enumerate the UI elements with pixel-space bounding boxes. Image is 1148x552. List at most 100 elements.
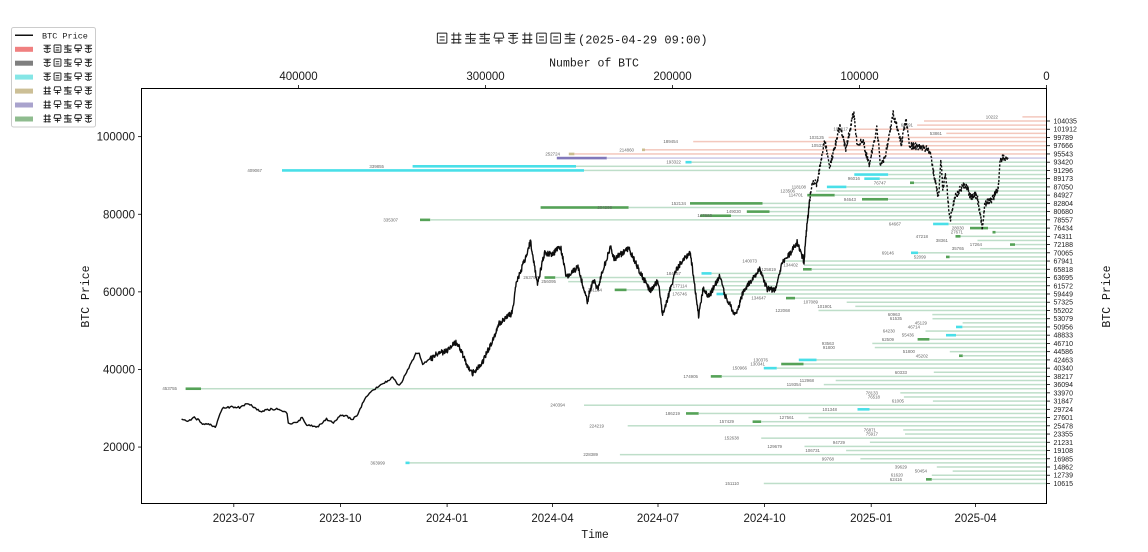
svg-text:101901: 101901 bbox=[817, 304, 832, 309]
svg-text:14862: 14862 bbox=[1054, 464, 1074, 471]
svg-text:29724: 29724 bbox=[1054, 407, 1074, 414]
svg-text:76747: 76747 bbox=[874, 180, 887, 185]
svg-text:263797: 263797 bbox=[523, 275, 538, 280]
svg-text:12739: 12739 bbox=[1054, 473, 1074, 480]
svg-text:2024-07: 2024-07 bbox=[637, 513, 679, 525]
svg-text:59449: 59449 bbox=[1054, 291, 1074, 298]
svg-text:64667: 64667 bbox=[889, 221, 902, 226]
svg-text:186219: 186219 bbox=[665, 411, 680, 416]
svg-text:61572: 61572 bbox=[1054, 283, 1074, 290]
svg-text:50454: 50454 bbox=[915, 469, 928, 474]
svg-text:76518: 76518 bbox=[868, 394, 881, 399]
svg-text:16985: 16985 bbox=[1054, 456, 1074, 463]
svg-text:38361: 38361 bbox=[936, 238, 949, 243]
svg-text:40340: 40340 bbox=[1054, 366, 1074, 373]
svg-text:55202: 55202 bbox=[1054, 308, 1074, 315]
svg-text:61005: 61005 bbox=[892, 399, 905, 404]
svg-text:200000: 200000 bbox=[653, 71, 691, 83]
svg-text:99768: 99768 bbox=[822, 456, 835, 461]
svg-text:10615: 10615 bbox=[1054, 481, 1074, 488]
svg-text:2023-10: 2023-10 bbox=[319, 513, 361, 525]
svg-text:21231: 21231 bbox=[1054, 440, 1074, 447]
svg-text:2025-04: 2025-04 bbox=[954, 513, 997, 525]
svg-text:151110: 151110 bbox=[725, 481, 740, 486]
svg-text:28030: 28030 bbox=[952, 226, 965, 231]
svg-text:57325: 57325 bbox=[1054, 300, 1074, 307]
svg-text:103125: 103125 bbox=[809, 135, 824, 140]
svg-text:50956: 50956 bbox=[1054, 324, 1074, 331]
svg-text:2024-10: 2024-10 bbox=[743, 513, 785, 525]
svg-text:157429: 157429 bbox=[719, 419, 734, 424]
svg-text:125819: 125819 bbox=[761, 267, 776, 272]
svg-text:2024-01: 2024-01 bbox=[426, 513, 468, 525]
svg-text:(2025-04-29 09:00): (2025-04-29 09:00) bbox=[578, 34, 708, 48]
svg-text:231154: 231154 bbox=[588, 287, 603, 292]
svg-text:149030: 149030 bbox=[726, 209, 741, 214]
svg-text:84927: 84927 bbox=[1054, 193, 1074, 200]
svg-text:95543: 95543 bbox=[1054, 151, 1074, 158]
svg-text:176746: 176746 bbox=[672, 292, 687, 297]
svg-text:100000: 100000 bbox=[840, 71, 878, 83]
svg-text:2023-07: 2023-07 bbox=[213, 513, 255, 525]
svg-text:78133: 78133 bbox=[866, 390, 879, 395]
svg-text:93420: 93420 bbox=[1054, 160, 1074, 167]
svg-text:27601: 27601 bbox=[1054, 415, 1074, 422]
svg-text:147883: 147883 bbox=[697, 213, 712, 218]
svg-text:74311: 74311 bbox=[1054, 234, 1073, 241]
svg-text:2025-01: 2025-01 bbox=[850, 513, 892, 525]
svg-text:70065: 70065 bbox=[1054, 250, 1074, 257]
svg-text:27671: 27671 bbox=[951, 230, 964, 235]
svg-text:Number of BTC: Number of BTC bbox=[549, 58, 639, 71]
svg-text:123506: 123506 bbox=[780, 189, 795, 194]
svg-text:127561: 127561 bbox=[779, 415, 794, 420]
svg-text:122068: 122068 bbox=[775, 308, 790, 313]
svg-text:99789: 99789 bbox=[1054, 135, 1074, 142]
svg-text:118108: 118108 bbox=[792, 184, 807, 189]
svg-text:94729: 94729 bbox=[833, 440, 846, 445]
svg-text:46710: 46710 bbox=[1054, 341, 1074, 348]
svg-text:53861: 53861 bbox=[930, 131, 943, 136]
svg-text:224219: 224219 bbox=[589, 423, 604, 428]
svg-text:134647: 134647 bbox=[751, 296, 766, 301]
svg-text:150966: 150966 bbox=[732, 366, 747, 371]
svg-text:339855: 339855 bbox=[369, 164, 384, 169]
svg-text:61535: 61535 bbox=[890, 316, 903, 321]
svg-text:BTC Price: BTC Price bbox=[80, 265, 93, 327]
svg-text:107089: 107089 bbox=[803, 300, 818, 305]
svg-text:363999: 363999 bbox=[370, 460, 385, 465]
svg-text:BTC Price: BTC Price bbox=[42, 31, 88, 41]
svg-text:44586: 44586 bbox=[1054, 349, 1074, 356]
svg-text:45202: 45202 bbox=[916, 353, 929, 358]
svg-text:93563: 93563 bbox=[822, 341, 835, 346]
svg-text:228389: 228389 bbox=[583, 452, 598, 457]
svg-text:130376: 130376 bbox=[753, 357, 768, 362]
svg-text:105331: 105331 bbox=[811, 143, 826, 148]
svg-text:2024-04: 2024-04 bbox=[531, 513, 574, 525]
svg-text:69146: 69146 bbox=[882, 250, 895, 255]
svg-text:300000: 300000 bbox=[466, 71, 504, 83]
svg-text:0: 0 bbox=[1043, 71, 1049, 83]
svg-text:55436: 55436 bbox=[902, 333, 915, 338]
svg-text:39629: 39629 bbox=[895, 464, 908, 469]
svg-text:177114: 177114 bbox=[673, 283, 688, 288]
svg-text:76434: 76434 bbox=[1054, 226, 1074, 233]
svg-text:31847: 31847 bbox=[1054, 399, 1074, 406]
svg-text:214860: 214860 bbox=[619, 147, 634, 152]
svg-text:62509: 62509 bbox=[882, 337, 895, 342]
svg-text:129679: 129679 bbox=[767, 444, 782, 449]
svg-text:46714: 46714 bbox=[908, 324, 921, 329]
svg-text:112968: 112968 bbox=[800, 378, 815, 383]
svg-text:25478: 25478 bbox=[1054, 423, 1074, 430]
svg-text:91296: 91296 bbox=[1054, 168, 1074, 175]
svg-text:94643: 94643 bbox=[844, 197, 857, 202]
svg-text:76871: 76871 bbox=[864, 427, 877, 432]
svg-text:75917: 75917 bbox=[866, 432, 879, 437]
svg-text:65818: 65818 bbox=[1054, 267, 1074, 274]
svg-text:36094: 36094 bbox=[1054, 382, 1074, 389]
svg-text:101348: 101348 bbox=[822, 407, 837, 412]
svg-text:189454: 189454 bbox=[663, 139, 678, 144]
svg-text:35765: 35765 bbox=[952, 246, 965, 251]
svg-text:204298: 204298 bbox=[597, 205, 612, 210]
svg-text:252724: 252724 bbox=[545, 151, 560, 156]
svg-text:174905: 174905 bbox=[683, 374, 698, 379]
